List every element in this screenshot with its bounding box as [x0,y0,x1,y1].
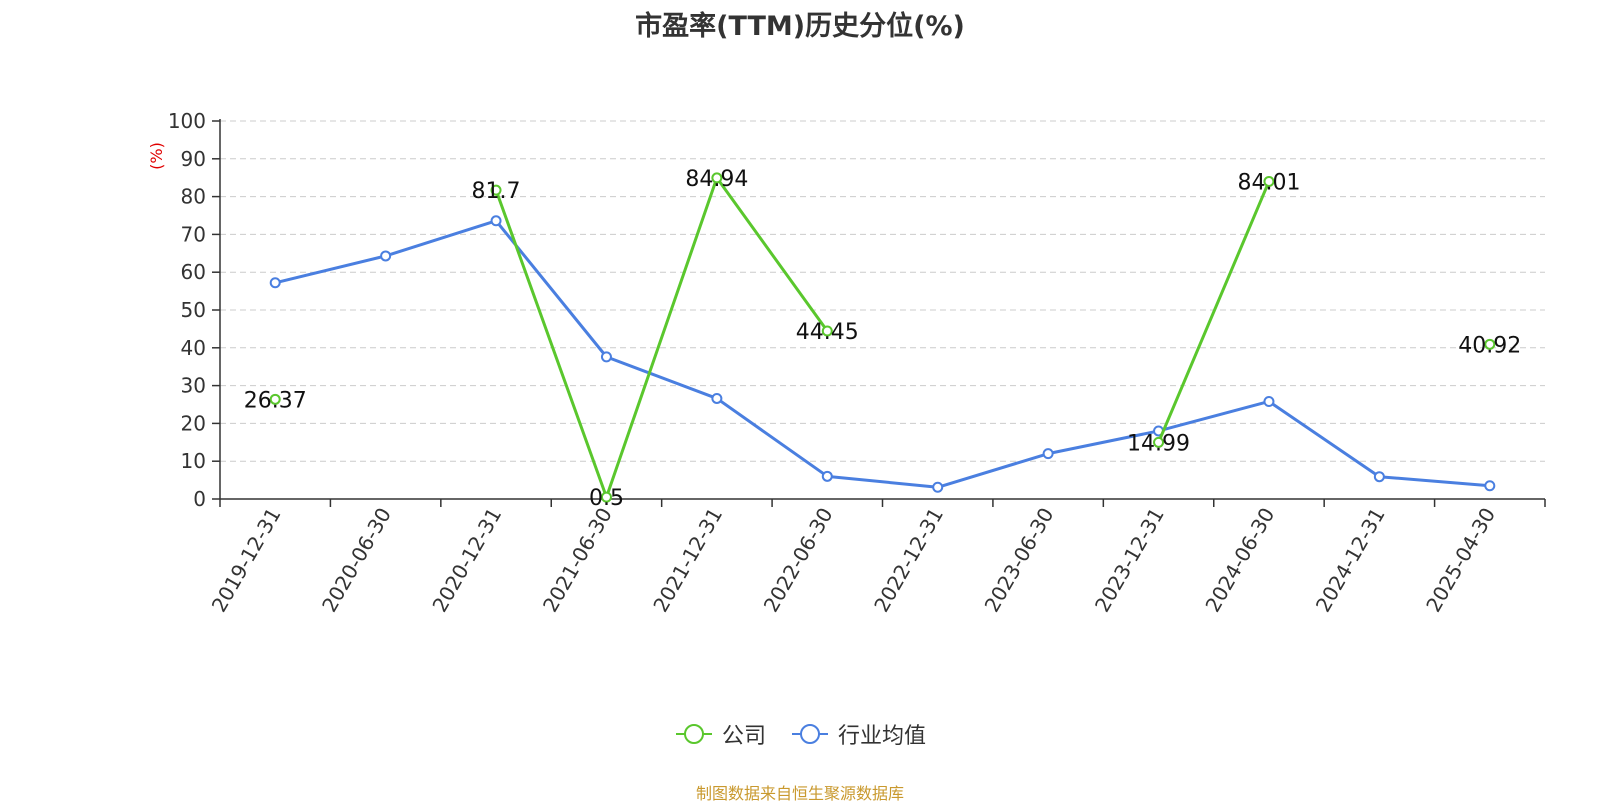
series-line-industry [936,452,1050,489]
x-tick-label: 2020-12-31 [427,504,506,617]
series-line-industry [715,396,829,478]
data-point-industry[interactable] [1042,448,1054,460]
data-point-industry[interactable] [1484,480,1496,492]
y-axis-label: (%) [147,142,166,170]
data-point-company[interactable] [1484,338,1496,350]
data-point-industry[interactable] [380,250,392,262]
y-tick-label: 40 [181,336,206,360]
series-line-industry [494,219,608,359]
series-line-industry [1267,399,1381,479]
y-tick-label: 0 [193,487,206,511]
legend-item-industry[interactable]: 行业均值 [790,718,926,750]
x-tick-label: 2020-06-30 [317,504,396,617]
data-point-industry[interactable] [932,481,944,493]
y-tick-label: 60 [181,260,206,284]
data-point-company[interactable] [490,184,502,196]
y-tick-label: 20 [181,411,206,435]
y-tick-label: 80 [181,185,206,209]
legend-item-company[interactable]: 公司 [674,718,766,750]
data-label-company: 84.01 [1237,170,1300,195]
data-label-company: 26.37 [244,388,307,413]
x-tick-label: 2024-12-31 [1311,504,1390,617]
data-label-company: 14.99 [1127,431,1190,456]
x-tick-label: 2021-06-30 [538,504,617,617]
x-tick-label: 2021-12-31 [648,504,727,617]
series-line-industry [825,474,940,489]
source-note: 制图数据来自恒生聚源数据库 [695,784,904,803]
series-line-company [604,176,719,499]
data-label-company: 81.7 [472,179,521,204]
x-tick-label: 2023-06-30 [980,504,1059,617]
data-label-company: 44.45 [796,320,859,345]
data-point-company[interactable] [1153,436,1165,448]
data-point-company[interactable] [1263,175,1275,187]
data-point-industry[interactable] [269,277,281,289]
data-point-industry[interactable] [1373,471,1385,483]
data-point-company[interactable] [821,325,833,337]
data-point-company[interactable] [711,172,723,184]
y-tick-label: 100 [168,109,206,133]
y-tick-label: 50 [181,298,206,322]
data-point-company[interactable] [269,393,281,405]
x-tick-label: 2025-04-30 [1421,504,1500,617]
x-tick-label: 2024-06-30 [1200,504,1279,617]
data-point-industry[interactable] [600,351,612,363]
series-line-industry [604,355,719,400]
y-tick-label: 10 [181,449,206,473]
data-point-industry[interactable] [821,470,833,482]
chart-title: 市盈率(TTM)历史分位(%) [635,11,965,42]
x-tick-label: 2022-06-30 [759,504,838,617]
y-tick-label: 70 [181,222,206,246]
y-tick-label: 30 [181,374,206,398]
data-point-industry[interactable] [711,392,723,404]
legend-label-industry: 行业均值 [838,724,927,749]
data-label-company: 40.92 [1458,333,1521,358]
series-line-industry [1377,475,1492,488]
series-line-industry [384,219,498,258]
series-line-industry [1046,429,1161,456]
legend-label-company: 公司 [721,724,766,749]
x-tick-label: 2023-12-31 [1090,504,1169,617]
y-tick-label: 90 [181,147,206,171]
legend-company-icon [675,724,712,744]
data-point-company[interactable] [600,491,612,503]
data-label-company: 84.94 [685,167,748,192]
series-line-industry [273,254,388,285]
data-label-company: 0.5 [589,486,624,511]
legend-industry-icon [792,724,828,744]
x-tick-label: 2019-12-31 [207,504,286,617]
series-line-company [1157,179,1271,444]
legend: 公司 行业均值 [0,718,1600,750]
x-tick-label: 2022-12-31 [869,504,948,617]
series-line-company [494,188,608,499]
data-point-industry[interactable] [490,215,502,227]
series-line-industry [1157,399,1271,433]
series-line-company [715,176,829,333]
data-point-industry[interactable] [1263,395,1275,407]
